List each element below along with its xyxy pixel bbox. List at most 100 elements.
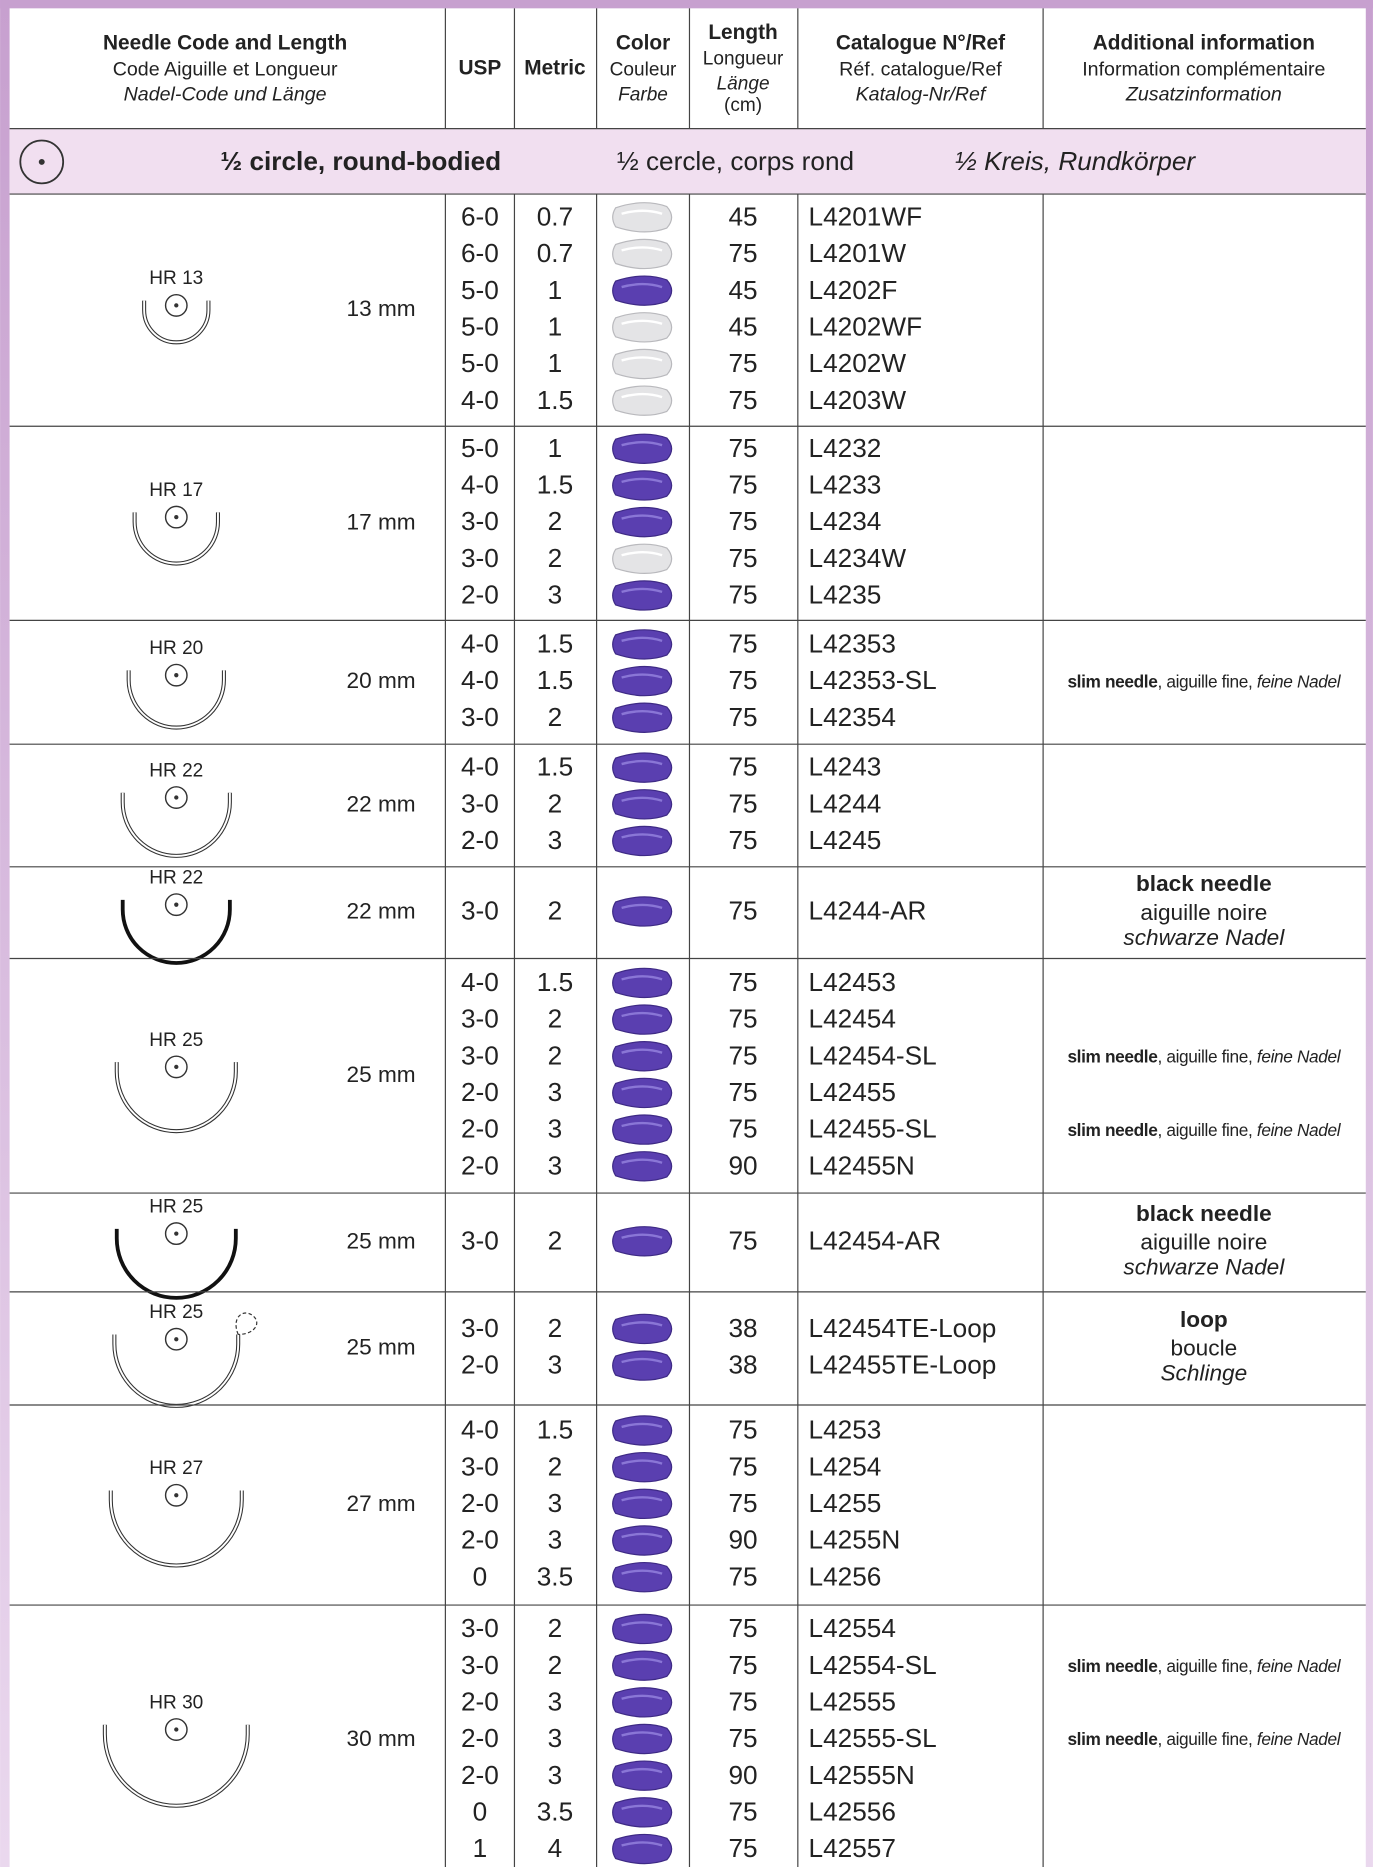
catalogue-ref: L42353 [809, 629, 896, 659]
suture-length: 38 [728, 1313, 757, 1343]
suture-length: 75 [728, 1451, 757, 1481]
metric: 3 [548, 1488, 563, 1518]
swatch-shine [621, 282, 663, 289]
swatch-shine [621, 1459, 663, 1465]
catalogue-ref: L4203W [809, 385, 907, 415]
metric: 2 [548, 702, 563, 732]
color-swatch [612, 1004, 673, 1035]
swatch-shine [621, 1121, 663, 1128]
usp: 2-0 [461, 1114, 499, 1144]
swatch-shine [621, 246, 663, 252]
metric: 1.5 [537, 967, 573, 997]
note-part: slim needle [1067, 1119, 1157, 1139]
metric: 1.5 [537, 629, 573, 659]
suture-length: 75 [728, 1114, 757, 1144]
suture-length: 75 [728, 702, 757, 732]
swatch-shine [621, 1422, 663, 1429]
swatch-shine [621, 551, 663, 557]
metric: 3 [548, 1760, 563, 1790]
needle-marker [164, 786, 188, 809]
metric: 3 [548, 1723, 563, 1753]
swatch-shine [621, 759, 663, 766]
header-text: Metric [524, 57, 585, 80]
needle-arc-inner [113, 1334, 240, 1407]
color-swatch [612, 896, 673, 927]
color-swatch [612, 1687, 673, 1718]
color-swatch [612, 1114, 673, 1145]
suture-length: 45 [728, 201, 757, 231]
suture-length: 75 [728, 385, 757, 415]
swatch-shine [621, 1532, 663, 1539]
color-swatch [612, 789, 673, 820]
color-swatch [612, 1226, 673, 1257]
suture-length: 75 [728, 1077, 757, 1107]
needle-arc-inner [133, 512, 219, 565]
swatch-shine [621, 1731, 663, 1737]
top-bar [0, 0, 1373, 9]
header-text: Länge [717, 74, 770, 95]
section-icon [19, 139, 65, 185]
needle-arc-inner [103, 1724, 249, 1807]
catalogue-ref: L4255 [809, 1488, 882, 1518]
usp: 4-0 [461, 665, 499, 695]
catalogue-ref: L4254 [809, 1451, 882, 1481]
catalogue-ref: L42354 [809, 702, 896, 732]
needle-length: 22 mm [347, 791, 416, 816]
swatch-shine [621, 1011, 663, 1018]
catalogue-ref: L42455TE-Loop [809, 1350, 997, 1380]
additional-info: black needle [1136, 1201, 1272, 1226]
metric: 3 [548, 825, 563, 855]
usp: 3-0 [461, 506, 499, 536]
color-swatch [612, 1077, 673, 1109]
needle-arc-inner [121, 792, 231, 857]
swatch-shine [621, 209, 663, 215]
left-edge [0, 0, 10, 1867]
swatch-shine [621, 1085, 663, 1091]
color-swatch [612, 1760, 673, 1791]
usp: 3-0 [461, 1040, 499, 1070]
color-swatch [612, 1650, 673, 1681]
header-text: Réf. catalogue/Ref [839, 58, 1002, 80]
needle-marker-dot [174, 1727, 179, 1732]
additional-info: aiguille noire [1140, 900, 1267, 925]
catalogue-ref: L42554 [809, 1613, 896, 1643]
metric: 3.5 [537, 1796, 573, 1826]
needle-marker-dot [174, 514, 179, 520]
suture-length: 75 [728, 896, 757, 926]
swatch-shine [621, 1233, 663, 1239]
catalogue-ref: L4243 [809, 752, 882, 782]
metric: 1.5 [537, 385, 573, 415]
needle-code: HR 30 [149, 1692, 203, 1713]
note-part: feine Nadel [1257, 671, 1342, 691]
note-part: slim needle [1067, 1046, 1157, 1066]
suture-length: 75 [728, 238, 757, 268]
suture-length: 75 [728, 629, 757, 659]
usp: 3-0 [461, 1004, 499, 1034]
catalogue-ref: L4256 [809, 1561, 882, 1591]
usp: 2-0 [461, 1525, 499, 1555]
needle-marker [164, 293, 188, 317]
color-swatch [612, 1350, 673, 1381]
usp: 2-0 [461, 1150, 499, 1180]
header-text: Longueur [703, 49, 784, 70]
suture-length: 75 [728, 1415, 757, 1445]
usp: 4-0 [461, 967, 499, 997]
catalogue-ref: L42353-SL [809, 665, 937, 695]
metric: 2 [548, 1225, 563, 1255]
needle-marker [164, 663, 188, 687]
section-title-de: ½ Kreis, Rundkörper [955, 146, 1196, 176]
usp: 2-0 [461, 1686, 499, 1716]
right-edge [1365, 0, 1373, 1867]
additional-info: Schlinge [1160, 1361, 1247, 1386]
color-swatch [612, 1833, 673, 1865]
section-band [9, 128, 1366, 195]
usp: 3-0 [461, 702, 499, 732]
suture-length: 75 [728, 1561, 757, 1591]
needle-marker [164, 1327, 188, 1351]
section-icon-dot [38, 158, 45, 165]
note-part: slim needle [1067, 1729, 1157, 1749]
header-text: Additional information [1093, 32, 1315, 55]
swatch-shine [621, 796, 663, 802]
swatch-shine [621, 441, 663, 447]
usp: 4-0 [461, 385, 499, 415]
